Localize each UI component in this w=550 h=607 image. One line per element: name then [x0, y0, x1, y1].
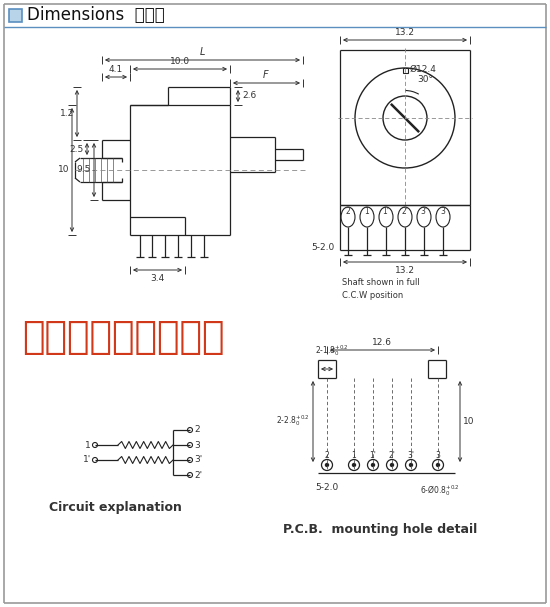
Text: 2-2.8$^{+0.2}_{0}$: 2-2.8$^{+0.2}_{0}$	[276, 413, 310, 429]
Bar	[403, 68, 408, 73]
Circle shape	[437, 464, 439, 467]
Circle shape	[353, 464, 355, 467]
Text: 2': 2'	[388, 452, 395, 461]
Text: 3': 3'	[194, 455, 202, 464]
Circle shape	[371, 464, 375, 467]
Text: 12.6: 12.6	[372, 338, 392, 347]
Text: 2: 2	[345, 206, 350, 215]
Text: 3': 3'	[408, 452, 415, 461]
Text: 1.2: 1.2	[60, 109, 74, 118]
Text: 3.4: 3.4	[150, 274, 164, 283]
Text: 1': 1'	[82, 455, 91, 464]
Text: 2': 2'	[194, 470, 202, 480]
Text: 2-1.8$^{+0.2}_{0}$: 2-1.8$^{+0.2}_{0}$	[315, 343, 349, 358]
Text: 9.5: 9.5	[76, 166, 91, 174]
Text: 2.6: 2.6	[242, 92, 256, 101]
Text: 3': 3'	[421, 206, 427, 215]
Text: 3: 3	[436, 452, 441, 461]
Text: 5-2.0: 5-2.0	[312, 243, 335, 251]
Text: 6-Ø0.8$^{+0.2}_{0}$: 6-Ø0.8$^{+0.2}_{0}$	[420, 483, 460, 498]
Text: 广州市永兴科技电子: 广州市永兴科技电子	[22, 320, 224, 356]
Text: 13.2: 13.2	[395, 28, 415, 37]
Text: 4.1: 4.1	[109, 65, 123, 74]
Text: Dimensions  尺寸图: Dimensions 尺寸图	[27, 6, 165, 24]
Text: 1: 1	[365, 206, 370, 215]
Text: 1: 1	[85, 441, 91, 450]
Text: Shaft shown in full
C.C.W position: Shaft shown in full C.C.W position	[342, 278, 420, 299]
Text: 3: 3	[194, 441, 200, 450]
Text: 1: 1	[351, 452, 356, 461]
Text: 13.2: 13.2	[395, 266, 415, 275]
Text: 2: 2	[194, 426, 200, 435]
Text: 10: 10	[463, 416, 475, 426]
Text: Ø12.4: Ø12.4	[410, 65, 437, 74]
Text: Circuit explanation: Circuit explanation	[48, 501, 182, 515]
Text: 5-2.0: 5-2.0	[315, 483, 338, 492]
FancyBboxPatch shape	[9, 9, 22, 22]
Text: 2.5: 2.5	[70, 144, 84, 154]
Circle shape	[390, 464, 393, 467]
Text: 2: 2	[324, 452, 329, 461]
Circle shape	[410, 464, 412, 467]
Text: 10.0: 10.0	[170, 57, 190, 66]
Text: 1': 1'	[383, 206, 389, 215]
Text: L: L	[199, 47, 205, 57]
Text: 3: 3	[441, 206, 446, 215]
Text: 30°: 30°	[417, 75, 433, 84]
Text: 1': 1'	[370, 452, 376, 461]
Circle shape	[326, 464, 328, 467]
Text: F: F	[263, 70, 269, 80]
Text: P.C.B.  mounting hole detail: P.C.B. mounting hole detail	[283, 523, 477, 537]
Text: 2': 2'	[402, 206, 409, 215]
Text: 10: 10	[58, 166, 69, 174]
